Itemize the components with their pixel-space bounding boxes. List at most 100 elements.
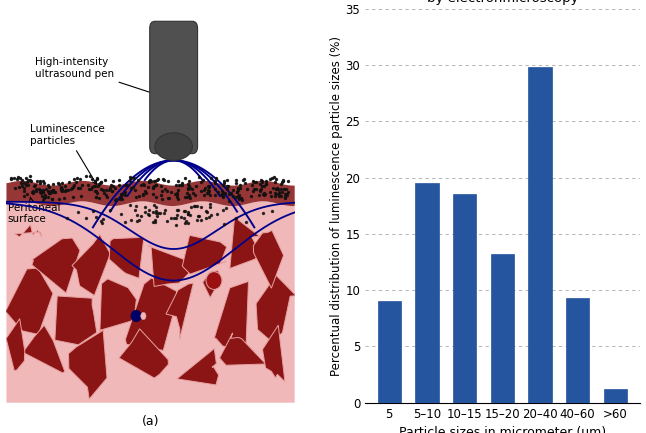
Point bbox=[169, 214, 180, 221]
Point bbox=[156, 182, 166, 189]
Point bbox=[172, 207, 183, 213]
Point bbox=[254, 192, 264, 199]
Point bbox=[256, 177, 267, 184]
Point bbox=[120, 189, 130, 196]
Point bbox=[116, 191, 127, 197]
Point bbox=[189, 202, 200, 209]
Point bbox=[48, 186, 59, 193]
Point bbox=[185, 212, 195, 219]
Point bbox=[142, 184, 152, 191]
Point bbox=[202, 208, 212, 215]
Text: Peritoneal
surface: Peritoneal surface bbox=[8, 197, 61, 224]
Point bbox=[234, 194, 244, 201]
Point bbox=[88, 207, 98, 214]
Point bbox=[13, 173, 23, 180]
Point bbox=[255, 187, 265, 194]
Point bbox=[171, 189, 182, 196]
Point bbox=[101, 186, 112, 193]
Point bbox=[183, 181, 193, 188]
Point bbox=[162, 187, 172, 194]
Point bbox=[257, 178, 267, 185]
Point bbox=[266, 193, 276, 200]
Point bbox=[38, 178, 48, 185]
Point bbox=[43, 182, 54, 189]
Point bbox=[114, 176, 124, 183]
Point bbox=[56, 184, 66, 191]
Point bbox=[271, 190, 281, 197]
Point bbox=[231, 214, 241, 221]
Point bbox=[278, 185, 289, 192]
X-axis label: Particle sizes in micrometer (μm): Particle sizes in micrometer (μm) bbox=[399, 426, 606, 433]
Point bbox=[160, 185, 170, 192]
Point bbox=[43, 188, 54, 195]
Point bbox=[35, 178, 45, 184]
Point bbox=[185, 204, 196, 210]
Point bbox=[90, 188, 100, 195]
Point bbox=[22, 191, 32, 197]
Point bbox=[32, 177, 42, 184]
Polygon shape bbox=[177, 349, 218, 385]
Point bbox=[138, 192, 148, 199]
Point bbox=[92, 190, 103, 197]
Point bbox=[152, 213, 162, 220]
Point bbox=[72, 184, 83, 191]
Point bbox=[179, 207, 189, 214]
Point bbox=[105, 184, 115, 191]
Point bbox=[56, 186, 67, 193]
Polygon shape bbox=[182, 235, 227, 274]
Point bbox=[180, 220, 190, 226]
Point bbox=[140, 204, 150, 211]
Point bbox=[179, 214, 189, 221]
Point bbox=[206, 211, 216, 218]
Point bbox=[241, 219, 251, 226]
Point bbox=[173, 187, 183, 194]
Point bbox=[242, 185, 253, 192]
Point bbox=[231, 177, 241, 184]
FancyBboxPatch shape bbox=[150, 21, 198, 154]
Point bbox=[260, 177, 271, 184]
Point bbox=[91, 187, 101, 194]
Text: (a): (a) bbox=[142, 414, 160, 427]
Polygon shape bbox=[68, 330, 107, 399]
Point bbox=[25, 177, 36, 184]
Point bbox=[151, 204, 161, 211]
Point bbox=[91, 194, 101, 200]
Bar bbox=[377, 301, 401, 403]
Point bbox=[192, 203, 202, 210]
Point bbox=[120, 218, 130, 225]
Point bbox=[265, 176, 275, 183]
Point bbox=[22, 178, 32, 185]
Point bbox=[203, 183, 213, 190]
Point bbox=[41, 185, 51, 192]
Point bbox=[76, 175, 86, 182]
Polygon shape bbox=[6, 268, 53, 335]
Point bbox=[231, 193, 242, 200]
Point bbox=[224, 197, 234, 204]
Polygon shape bbox=[23, 325, 65, 373]
Point bbox=[255, 180, 265, 187]
Polygon shape bbox=[6, 180, 295, 206]
Point bbox=[52, 180, 63, 187]
Point bbox=[201, 215, 211, 222]
Point bbox=[38, 186, 48, 193]
Point bbox=[280, 185, 291, 192]
Point bbox=[149, 202, 159, 209]
Point bbox=[148, 185, 158, 192]
Point bbox=[217, 190, 227, 197]
Point bbox=[283, 178, 293, 185]
Point bbox=[180, 194, 191, 201]
Point bbox=[133, 177, 143, 184]
Point bbox=[273, 191, 284, 197]
Point bbox=[83, 182, 93, 189]
Point bbox=[158, 176, 168, 183]
Point bbox=[258, 190, 269, 197]
Point bbox=[110, 196, 121, 203]
Point bbox=[96, 217, 107, 224]
Point bbox=[90, 213, 101, 220]
Point bbox=[40, 193, 50, 200]
Polygon shape bbox=[230, 217, 263, 268]
Point bbox=[233, 193, 244, 200]
Point bbox=[110, 185, 120, 192]
Point bbox=[61, 215, 72, 222]
Polygon shape bbox=[99, 279, 136, 333]
